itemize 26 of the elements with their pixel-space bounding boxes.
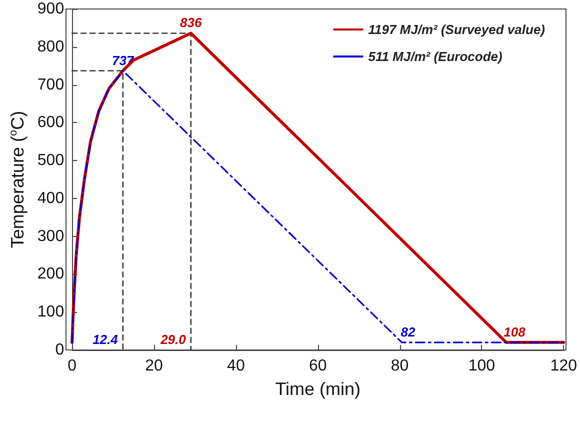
y-tick-label: 900 <box>37 0 64 18</box>
annotation: 108 <box>504 324 526 340</box>
y-tick-label: 0 <box>55 342 64 358</box>
x-tick-label: 80 <box>390 358 409 374</box>
y-tick-label: 300 <box>37 228 64 245</box>
legend-label: 511 MJ/m² (Eurocode) <box>368 49 502 64</box>
y-tick-label: 600 <box>37 114 64 132</box>
x-tick-label: 40 <box>227 358 245 374</box>
y-tick-label: 700 <box>37 76 64 94</box>
y-tick-label: 200 <box>37 266 64 283</box>
x-tick-label: 0 <box>68 358 77 374</box>
y-tick-label: 100 <box>37 304 64 321</box>
y-tick-label: 400 <box>37 190 64 207</box>
y-axis-title: Temperature (oC) <box>8 110 28 248</box>
y-tick-label: 500 <box>37 152 64 170</box>
x-axis-title: Time (min) <box>275 379 361 399</box>
annotation: 29.0 <box>160 332 187 347</box>
y-tick-label: 800 <box>37 38 64 56</box>
x-tick-label: 20 <box>145 358 164 374</box>
x-tick-label: 100 <box>468 358 496 374</box>
annotation: 12.4 <box>92 332 119 347</box>
annotation: 82 <box>400 324 416 340</box>
x-tick-label: 120 <box>550 358 578 374</box>
annotation: 836 <box>180 15 202 30</box>
legend-label: 1197 MJ/m² (Surveyed value) <box>368 22 546 37</box>
x-tick-label: 60 <box>308 358 327 374</box>
